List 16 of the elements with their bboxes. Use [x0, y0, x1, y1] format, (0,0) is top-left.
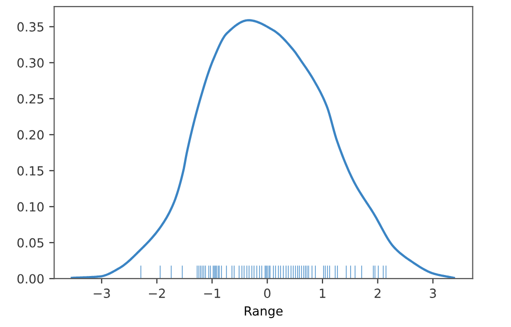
x-axis-title: Range [244, 306, 283, 318]
x-tick-label: −2 [148, 288, 165, 298]
y-tick-label: 0.25 [17, 94, 44, 104]
y-tick-label: 0.30 [17, 58, 44, 68]
y-tick-label: 0.15 [17, 166, 44, 176]
x-tick-label: 2 [374, 288, 380, 298]
y-tick-label: 0.35 [17, 22, 44, 32]
x-tick-label: 3 [430, 288, 436, 298]
y-tick-label: 0.20 [17, 130, 44, 140]
y-tick-label: 0.05 [17, 238, 44, 248]
y-tick-label: 0.10 [17, 202, 44, 212]
x-tick-label: −3 [94, 288, 110, 298]
x-tick-label: 1 [320, 288, 326, 298]
x-tick-label: 0 [264, 288, 270, 298]
y-tick-label: 0.00 [17, 274, 44, 284]
x-tick-label: −1 [204, 288, 220, 298]
